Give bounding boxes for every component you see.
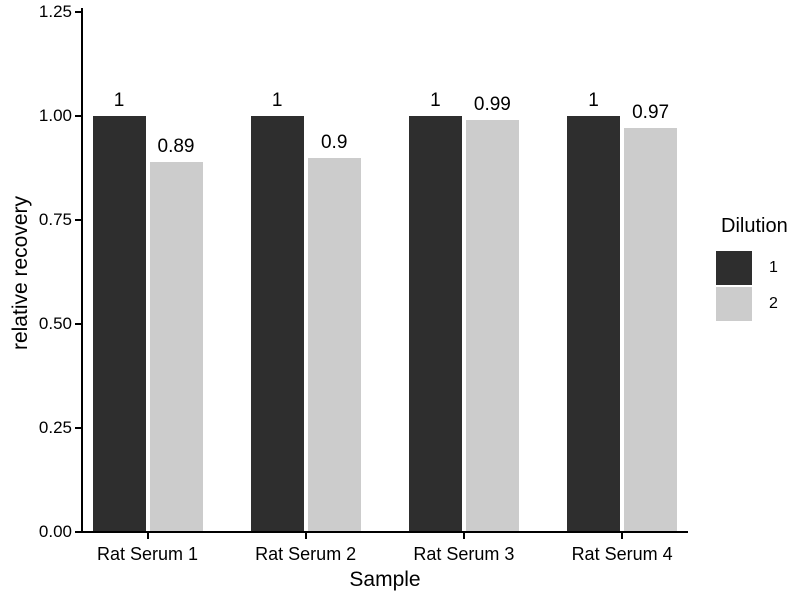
bar [567, 116, 621, 531]
bar [149, 162, 203, 531]
y-tick [75, 115, 81, 117]
x-tick [304, 533, 307, 539]
legend-key-swatch [716, 251, 752, 285]
bar [624, 128, 678, 531]
bar [465, 120, 519, 531]
y-tick-label: 1.25 [38, 2, 72, 21]
legend-title: Dilution [721, 215, 788, 237]
bar-value-label: 0.9 [320, 132, 348, 153]
x-axis-title: Sample [349, 568, 421, 591]
x-tick-label: Rat Serum 4 [571, 544, 673, 564]
x-tick [621, 533, 624, 539]
x-tick-label: Rat Serum 2 [255, 544, 357, 564]
y-axis-line [81, 8, 83, 533]
x-axis-line [81, 531, 688, 533]
x-tick [462, 533, 465, 539]
x-tick-label: Rat Serum 3 [413, 544, 515, 564]
y-tick-label: 0.50 [38, 314, 72, 333]
y-tick [75, 323, 81, 325]
x-tick [146, 533, 149, 539]
y-tick [75, 11, 81, 13]
legend-key-label: 2 [769, 295, 778, 312]
y-tick [75, 219, 81, 221]
legend-key: 2 [716, 286, 788, 322]
bar [307, 158, 361, 531]
bar-value-label: 1 [588, 90, 599, 111]
legend-key-swatch [716, 287, 752, 321]
bar-value-label: 0.97 [632, 102, 670, 123]
bar [92, 116, 146, 531]
bar-value-label: 0.89 [157, 136, 195, 157]
y-tick-label: 1.00 [38, 106, 72, 125]
legend-key: 1 [716, 250, 788, 286]
y-tick [75, 531, 81, 533]
bar-value-label: 1 [430, 90, 441, 111]
y-axis-title: relative recovery [9, 195, 32, 351]
x-tick-label: Rat Serum 1 [96, 544, 199, 564]
bar-value-label: 1 [271, 90, 283, 111]
y-tick [75, 427, 81, 429]
bar [408, 116, 462, 531]
legend-key-label: 1 [769, 259, 778, 276]
y-tick-label: 0.00 [38, 522, 72, 541]
y-tick-label: 0.75 [38, 210, 72, 229]
bar [250, 116, 304, 531]
bar-value-label: 0.99 [473, 94, 511, 115]
y-tick-label: 0.25 [38, 418, 72, 437]
bar-value-label: 1 [113, 90, 125, 111]
